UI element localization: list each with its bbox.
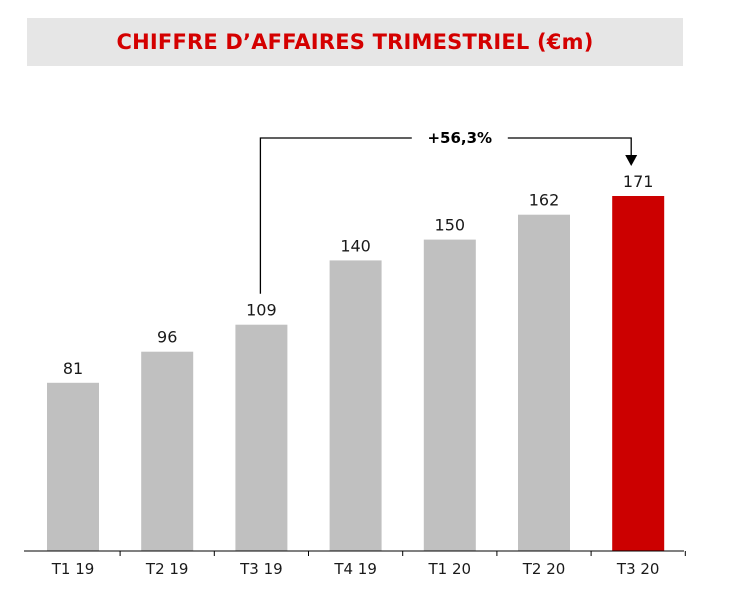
growth-annotation-label: +56,3% [427,129,492,147]
data-label: 140 [340,236,371,255]
x-tick-label: T3 20 [616,560,660,578]
bar [612,196,665,551]
data-label: 81 [63,359,83,378]
bar [235,324,288,551]
x-tick-label: T4 19 [333,560,377,578]
x-tick-label: T3 19 [239,560,283,578]
data-label: 109 [246,301,277,320]
data-label: 162 [529,191,560,210]
bar [518,214,570,551]
growth-arrowhead [625,155,638,166]
data-label: 171 [623,172,654,191]
x-tick-label: T1 20 [428,560,472,578]
chart-title: CHIFFRE D’AFFAIRES TRIMESTRIEL (€m) [116,30,594,54]
data-label: 150 [435,216,466,235]
x-tick-label: T2 19 [145,560,189,578]
x-tick-label: T2 20 [522,560,566,578]
growth-bracket-right [507,137,632,156]
title-banner: CHIFFRE D’AFFAIRES TRIMESTRIEL (€m) [27,18,683,66]
bar [423,239,476,551]
growth-bracket-left [259,137,412,294]
bar [329,260,382,551]
bar [47,382,99,551]
x-tick-label: T1 19 [51,560,95,578]
bar [141,351,194,551]
data-label: 96 [157,328,177,347]
